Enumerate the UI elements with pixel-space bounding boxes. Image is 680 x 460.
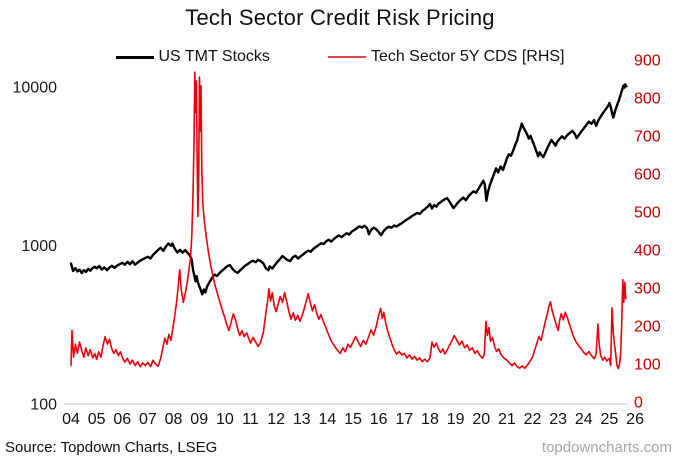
cds-line-swatch-icon [327, 56, 366, 58]
right-axis-tick-label: 400 [634, 243, 661, 260]
x-axis-tick-label: 11 [242, 411, 259, 428]
right-axis-tick-label: 600 [634, 167, 661, 184]
legend-item-cds: Tech Sector 5Y CDS [RHS] [327, 48, 565, 66]
right-axis-tick-label: 700 [634, 129, 661, 146]
right-axis-tick-label: 800 [634, 91, 661, 108]
legend: US TMT Stocks Tech Sector 5Y CDS [RHS] [0, 48, 680, 66]
tmt-stocks-line [69, 83, 628, 296]
x-axis-tick-label: 23 [549, 411, 567, 428]
x-axis-tick-label: 16 [370, 411, 388, 428]
right-axis-tick-label: 300 [634, 281, 661, 298]
x-axis-tick-label: 22 [524, 411, 542, 428]
legend-label-tmt: US TMT Stocks [158, 48, 270, 65]
x-axis-tick-label: 05 [88, 411, 106, 428]
x-axis-tick-label: 08 [165, 411, 183, 428]
x-axis-tick-label: 10 [216, 411, 234, 428]
x-axis-tick-label: 19 [447, 411, 465, 428]
x-axis-tick-label: 17 [395, 411, 413, 428]
right-axis-tick-label: 500 [634, 205, 661, 222]
x-axis-tick-label: 26 [626, 411, 644, 428]
watermark: topdowncharts.com [541, 439, 672, 456]
x-axis-tick-label: 18 [421, 411, 439, 428]
legend-item-tmt: US TMT Stocks [115, 48, 270, 66]
x-axis-tick-label: 24 [575, 411, 593, 428]
x-axis-tick-label: 25 [601, 411, 619, 428]
x-axis-tick-label: 21 [498, 411, 516, 428]
x-axis-tick-label: 14 [319, 411, 337, 428]
x-axis-tick-label: 20 [472, 411, 490, 428]
right-axis-tick-label: 0 [634, 395, 643, 412]
x-axis-tick-label: 04 [62, 411, 80, 428]
left-axis-tick-label: 100 [30, 397, 57, 414]
left-axis-tick-label: 1000 [21, 238, 57, 255]
cds-line [70, 71, 627, 370]
x-axis-tick-label: 12 [267, 411, 285, 428]
right-axis-tick-label: 100 [634, 357, 661, 374]
left-axis-tick-label: 10000 [13, 80, 58, 97]
right-axis-tick-label: 200 [634, 319, 661, 336]
legend-label-cds: Tech Sector 5Y CDS [RHS] [370, 48, 565, 65]
right-axis-tick-label: 900 [634, 53, 661, 70]
x-axis-tick-label: 06 [113, 411, 131, 428]
x-axis-tick-label: 07 [139, 411, 157, 428]
source-note: Source: Topdown Charts, LSEG [5, 439, 218, 456]
tmt-line-swatch-icon [115, 55, 154, 59]
x-axis-tick-label: 15 [344, 411, 362, 428]
x-axis-tick-label: 13 [293, 411, 311, 428]
x-axis-tick-label: 09 [190, 411, 208, 428]
chart-title: Tech Sector Credit Risk Pricing [185, 5, 495, 30]
